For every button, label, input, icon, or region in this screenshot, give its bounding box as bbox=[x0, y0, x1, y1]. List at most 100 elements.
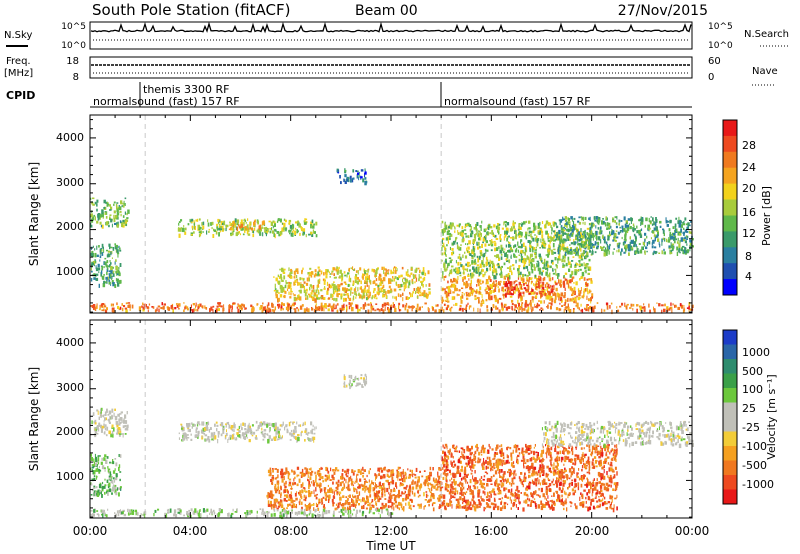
data-cell bbox=[239, 233, 241, 236]
colorbar-swatch bbox=[723, 135, 737, 153]
data-cell bbox=[523, 257, 526, 262]
data-cell bbox=[106, 426, 109, 431]
colorbar-swatch bbox=[723, 231, 737, 248]
data-cell bbox=[537, 230, 540, 235]
data-cell bbox=[344, 181, 347, 184]
data-cell bbox=[122, 425, 125, 429]
data-cell bbox=[502, 293, 505, 297]
data-cell bbox=[215, 308, 218, 313]
data-cell bbox=[464, 223, 467, 229]
data-cell bbox=[256, 303, 259, 306]
data-cell bbox=[479, 308, 481, 313]
data-cell bbox=[181, 424, 183, 429]
data-cell bbox=[229, 424, 231, 429]
data-cell bbox=[633, 225, 635, 229]
data-cell bbox=[382, 505, 386, 509]
data-cell bbox=[439, 483, 441, 488]
data-cell bbox=[546, 274, 549, 278]
data-cell bbox=[598, 217, 601, 221]
data-cell bbox=[415, 277, 418, 282]
data-cell bbox=[305, 288, 308, 292]
data-cell bbox=[352, 283, 354, 286]
data-cell bbox=[389, 494, 393, 499]
data-cell bbox=[599, 229, 602, 234]
data-cell bbox=[480, 256, 482, 259]
data-cell bbox=[290, 292, 292, 296]
data-cell bbox=[528, 227, 531, 230]
data-cell bbox=[482, 256, 484, 261]
data-cell bbox=[416, 295, 419, 299]
data-cell bbox=[110, 480, 113, 484]
data-cell bbox=[93, 487, 95, 489]
data-cell bbox=[411, 469, 413, 474]
data-cell bbox=[361, 384, 363, 388]
data-cell bbox=[224, 436, 227, 440]
data-cell bbox=[499, 234, 502, 236]
data-cell bbox=[682, 251, 685, 255]
data-cell bbox=[490, 243, 494, 247]
data-cell bbox=[104, 478, 106, 481]
data-cell bbox=[293, 435, 296, 438]
data-cell bbox=[221, 225, 224, 230]
data-cell bbox=[528, 230, 531, 233]
data-cell bbox=[399, 466, 401, 469]
data-cell bbox=[117, 413, 120, 417]
data-cell bbox=[97, 457, 100, 462]
data-cell bbox=[101, 214, 104, 218]
data-cell bbox=[570, 298, 573, 301]
data-cell bbox=[573, 241, 576, 246]
data-cell bbox=[572, 249, 575, 252]
data-cell bbox=[299, 305, 303, 310]
data-cell bbox=[363, 379, 366, 383]
data-cell bbox=[286, 489, 288, 493]
data-cell bbox=[550, 302, 553, 306]
data-cell bbox=[636, 248, 639, 253]
data-cell bbox=[160, 307, 163, 310]
data-cell bbox=[473, 234, 477, 239]
data-cell bbox=[90, 278, 93, 282]
data-cell bbox=[484, 271, 486, 276]
data-cell bbox=[409, 488, 412, 493]
data-cell bbox=[288, 481, 292, 487]
data-cell bbox=[111, 408, 114, 413]
data-cell bbox=[243, 222, 245, 226]
data-cell bbox=[400, 274, 403, 278]
data-cell bbox=[311, 428, 314, 431]
data-cell bbox=[429, 466, 432, 471]
data-cell bbox=[275, 294, 278, 299]
data-cell bbox=[406, 309, 409, 314]
data-cell bbox=[407, 273, 410, 277]
data-cell bbox=[559, 296, 562, 302]
data-cell bbox=[301, 271, 303, 275]
data-cell bbox=[385, 479, 388, 482]
data-cell bbox=[451, 242, 454, 246]
data-cell bbox=[238, 430, 241, 433]
data-cell bbox=[443, 227, 445, 232]
data-cell bbox=[293, 430, 296, 434]
data-cell bbox=[446, 294, 448, 298]
data-cell bbox=[560, 225, 563, 229]
data-cell bbox=[320, 289, 323, 292]
data-cell bbox=[232, 434, 235, 437]
data-cell bbox=[394, 266, 396, 271]
power-yaxis bbox=[90, 119, 692, 313]
data-cell bbox=[665, 220, 668, 224]
data-cell bbox=[417, 290, 420, 295]
data-cell bbox=[116, 424, 119, 428]
data-cell bbox=[419, 306, 421, 311]
data-cell bbox=[234, 438, 237, 441]
data-cell bbox=[534, 303, 536, 306]
data-cell bbox=[478, 230, 480, 233]
data-cell bbox=[674, 234, 676, 238]
data-cell bbox=[550, 259, 554, 264]
data-cell bbox=[463, 276, 466, 280]
data-cell bbox=[97, 213, 100, 218]
data-cell bbox=[458, 255, 461, 260]
data-cell bbox=[562, 232, 564, 237]
data-cell bbox=[547, 233, 550, 238]
data-cell bbox=[210, 222, 213, 226]
data-cell bbox=[213, 229, 216, 232]
data-cell bbox=[225, 423, 227, 425]
data-cell bbox=[500, 244, 503, 250]
data-cell bbox=[397, 284, 400, 287]
